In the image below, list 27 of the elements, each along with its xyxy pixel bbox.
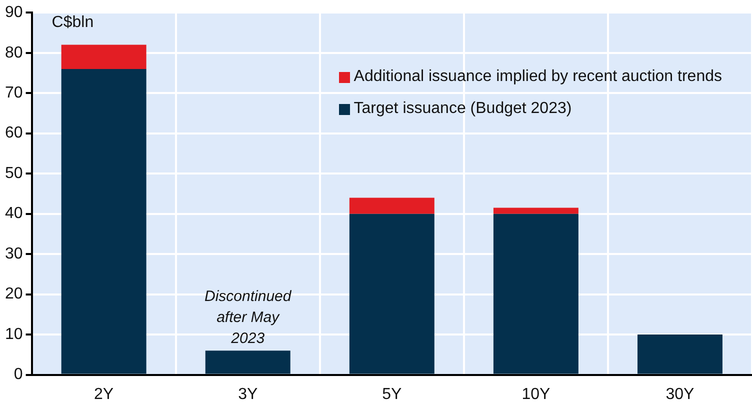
bar: [61, 44, 146, 69]
x-tick-label: 5Y: [382, 386, 402, 403]
x-tick-label: 3Y: [238, 386, 258, 403]
annotation: Discontinued after May 2023: [204, 288, 292, 347]
y-tick-label: 60: [5, 124, 23, 142]
bar: [349, 214, 434, 374]
bar: [349, 198, 434, 214]
bar: [493, 208, 578, 214]
y-tick-label: 50: [5, 164, 23, 182]
x-tick-label: 30Y: [666, 386, 695, 403]
bar: [493, 214, 578, 374]
x-tick-label: 2Y: [94, 386, 114, 403]
bar: [61, 68, 146, 374]
y-tick-label: 70: [5, 84, 23, 102]
y-axis-title: C$bln: [52, 14, 94, 32]
y-tick-label: 10: [5, 326, 23, 343]
y-tick-label: 30: [5, 245, 23, 262]
y-tick-label: 20: [5, 286, 23, 303]
y-tick-label: 90: [5, 4, 23, 22]
legend-label: Additional issuance implied by recent auction trends: [354, 68, 722, 86]
x-tick-label: 10Y: [522, 386, 550, 403]
bar: [637, 334, 722, 374]
legend-label: Target issuance (Budget 2023): [354, 100, 572, 118]
y-tick-label: 0: [14, 366, 23, 384]
bar: [205, 350, 290, 374]
y-tick-label: 80: [5, 44, 23, 62]
y-tick-label: 40: [5, 205, 23, 222]
